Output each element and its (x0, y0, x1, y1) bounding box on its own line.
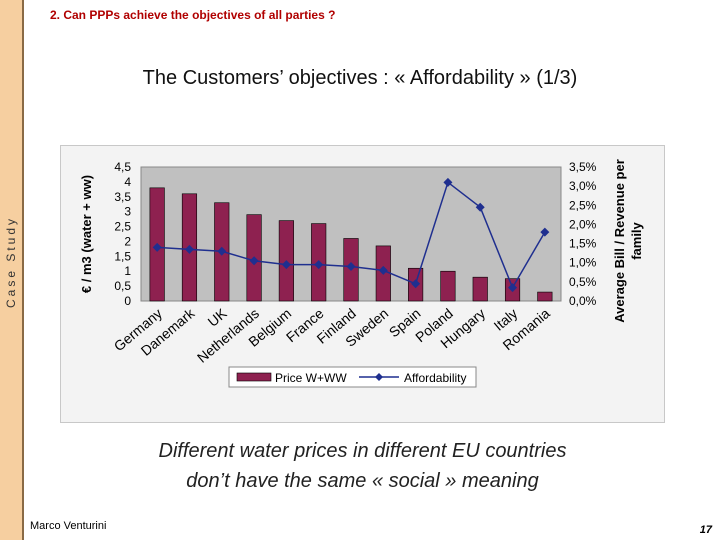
caption-line-1: Different water prices in different EU c… (158, 440, 567, 462)
legend-label-affordability: Affordability (404, 371, 466, 385)
y-tick-label: 3,5 (114, 190, 131, 204)
y2-tick-label: 3,0% (569, 179, 597, 193)
y-tick-label: 2,5 (114, 220, 131, 234)
affordability-point-spain (411, 279, 421, 289)
y2-tick-label: 1,0% (569, 256, 597, 270)
y-tick-label: 0,5 (114, 279, 131, 293)
bar-hungary (472, 276, 488, 302)
y-tick-label: 1,5 (114, 249, 131, 263)
bar-romania (537, 291, 553, 302)
y-tick-label: 0 (124, 294, 131, 308)
y2-axis-title-line-1: Average Bill / Revenue per (612, 159, 627, 323)
caption: Different water prices in different EU c… (90, 436, 635, 496)
legend-label-price: Price W+WW (275, 371, 347, 385)
chart-frame: 0 0,5 1 1,5 2 2,5 3 3,5 4 4,5 0,0% 0,5% 1,0% 1,5% 2,0%… (60, 145, 665, 423)
chart: 00,511,522,533,544,5 0,0% 0,5% 1,0% 1,5% 2,0%… (79, 159, 644, 388)
affordability-point-poland (443, 177, 453, 187)
affordability-point-germany (152, 242, 162, 252)
side-divider (22, 0, 24, 540)
y-tick-label: 3 (124, 205, 131, 219)
y2-axis-title-line-2: family (629, 221, 644, 259)
section-header: 2. Can PPPs achieve the objectives of al… (50, 8, 336, 22)
y-tick-label: 4 (124, 175, 131, 189)
affordability-point-sweden (378, 265, 388, 275)
y-tick-label: 4,5 (114, 160, 131, 174)
y2-tick-label: 3,5% (569, 160, 597, 174)
legend-swatch-price (236, 372, 272, 382)
y2-tick-label: 1,5% (569, 237, 597, 251)
affordability-point-danemark (184, 244, 194, 254)
affordability-point-uk (217, 246, 227, 256)
case-study-label: Case Study (4, 215, 18, 309)
y2-tick-label: 2,0% (569, 217, 597, 231)
page-number: 17 (699, 524, 712, 536)
legend-swatch-marker (375, 373, 383, 381)
bar-poland (440, 270, 456, 302)
affordability-point-hungary (475, 202, 485, 212)
y2-tick-label: 2,5% (569, 198, 597, 212)
affordability-point-romania (540, 227, 550, 237)
author-name: Marco Venturini (30, 520, 107, 532)
affordability-point-italy (508, 283, 518, 293)
affordability-point-france (314, 260, 324, 270)
affordability-point-netherlands (249, 256, 259, 266)
side-band (0, 0, 22, 540)
y2-tick-label: 0,5% (569, 275, 597, 289)
legend-box (228, 366, 477, 388)
y-tick-label: 2 (124, 234, 131, 248)
y-tick-label: 1 (124, 264, 131, 278)
caption-line-2: don’t have the same « social » meaning (186, 470, 539, 492)
affordability-point-finland (346, 262, 356, 272)
y-axis-title: € / m3 (water + ww) (79, 175, 94, 293)
y2-tick-label: 0,0% (569, 294, 597, 308)
slide-title: The Customers’ objectives : « Affordabil… (142, 67, 578, 89)
affordability-point-belgium (281, 260, 291, 270)
